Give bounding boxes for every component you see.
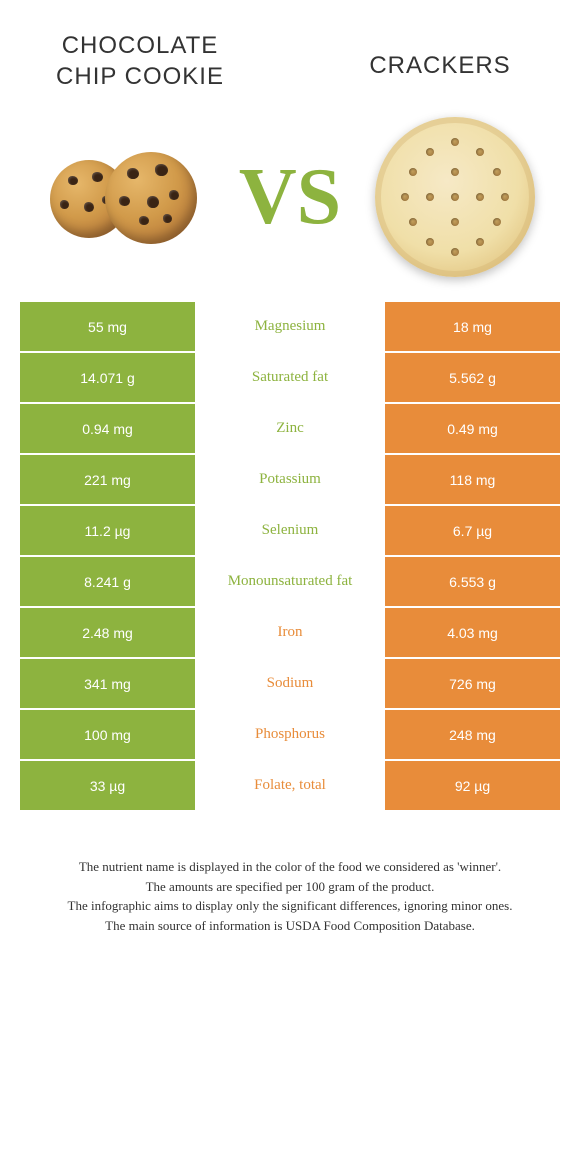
value-left: 8.241 g	[20, 557, 195, 606]
nutrient-label: Selenium	[195, 506, 385, 555]
value-right: 92 µg	[385, 761, 560, 810]
cracker-image	[370, 112, 540, 282]
value-left: 221 mg	[20, 455, 195, 504]
header: CHOCOLATE CHIP COOKIE CRACKERS	[0, 0, 580, 102]
value-left: 2.48 mg	[20, 608, 195, 657]
table-row: 0.94 mgZinc0.49 mg	[20, 404, 560, 455]
nutrient-label: Iron	[195, 608, 385, 657]
value-left: 11.2 µg	[20, 506, 195, 555]
value-right: 118 mg	[385, 455, 560, 504]
table-row: 55 mgMagnesium18 mg	[20, 302, 560, 353]
nutrient-label: Potassium	[195, 455, 385, 504]
title-left: CHOCOLATE CHIP COOKIE	[50, 30, 230, 92]
footer-notes: The nutrient name is displayed in the co…	[0, 812, 580, 935]
value-right: 4.03 mg	[385, 608, 560, 657]
table-row: 341 mgSodium726 mg	[20, 659, 560, 710]
value-right: 5.562 g	[385, 353, 560, 402]
footer-line: The main source of information is USDA F…	[40, 916, 540, 936]
value-left: 0.94 mg	[20, 404, 195, 453]
footer-line: The nutrient name is displayed in the co…	[40, 857, 540, 877]
table-row: 2.48 mgIron4.03 mg	[20, 608, 560, 659]
table-row: 33 µgFolate, total92 µg	[20, 761, 560, 812]
title-right: CRACKERS	[350, 30, 530, 92]
nutrient-label: Magnesium	[195, 302, 385, 351]
images-row: VS	[0, 102, 580, 302]
nutrient-label: Sodium	[195, 659, 385, 708]
nutrient-table: 55 mgMagnesium18 mg14.071 gSaturated fat…	[20, 302, 560, 812]
cookie-image	[40, 112, 210, 282]
table-row: 100 mgPhosphorus248 mg	[20, 710, 560, 761]
nutrient-label: Zinc	[195, 404, 385, 453]
value-right: 6.7 µg	[385, 506, 560, 555]
value-left: 100 mg	[20, 710, 195, 759]
value-left: 341 mg	[20, 659, 195, 708]
value-right: 0.49 mg	[385, 404, 560, 453]
nutrient-label: Monounsaturated fat	[195, 557, 385, 606]
table-row: 221 mgPotassium118 mg	[20, 455, 560, 506]
value-right: 6.553 g	[385, 557, 560, 606]
nutrient-label: Saturated fat	[195, 353, 385, 402]
value-left: 14.071 g	[20, 353, 195, 402]
value-left: 55 mg	[20, 302, 195, 351]
value-right: 248 mg	[385, 710, 560, 759]
nutrient-label: Folate, total	[195, 761, 385, 810]
table-row: 11.2 µgSelenium6.7 µg	[20, 506, 560, 557]
footer-line: The infographic aims to display only the…	[40, 896, 540, 916]
value-left: 33 µg	[20, 761, 195, 810]
table-row: 14.071 gSaturated fat5.562 g	[20, 353, 560, 404]
value-right: 726 mg	[385, 659, 560, 708]
footer-line: The amounts are specified per 100 gram o…	[40, 877, 540, 897]
nutrient-label: Phosphorus	[195, 710, 385, 759]
vs-label: VS	[239, 152, 341, 243]
value-right: 18 mg	[385, 302, 560, 351]
table-row: 8.241 gMonounsaturated fat6.553 g	[20, 557, 560, 608]
